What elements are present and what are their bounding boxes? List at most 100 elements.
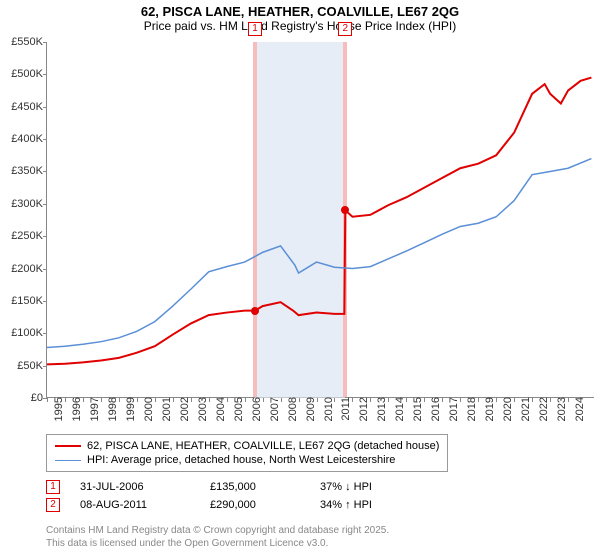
- xtick-mark: [65, 398, 66, 402]
- xtick-label: 2002: [177, 397, 191, 421]
- xtick-label: 2022: [536, 397, 550, 421]
- xtick-mark: [496, 398, 497, 402]
- marker-label-1: 1: [248, 22, 262, 36]
- xtick-mark: [388, 398, 389, 402]
- ytick-label: £400K: [11, 133, 47, 145]
- xtick-mark: [442, 398, 443, 402]
- legend-row-property: 62, PISCA LANE, HEATHER, COALVILLE, LE67…: [55, 439, 439, 453]
- xtick-mark: [137, 398, 138, 402]
- ytick-label: £500K: [11, 68, 47, 80]
- sale-delta: 37% ↓ HPI: [320, 481, 372, 493]
- sale-table: 1 31-JUL-2006 £135,000 37% ↓ HPI 2 08-AUG-201…: [46, 478, 372, 514]
- xtick-mark: [532, 398, 533, 402]
- xtick-mark: [209, 398, 210, 402]
- xtick-mark: [424, 398, 425, 402]
- xtick-mark: [370, 398, 371, 402]
- series-hpi: [47, 159, 591, 348]
- legend-label: HPI: Average price, detached house, Nort…: [87, 454, 395, 466]
- xtick-label: 2012: [356, 397, 370, 421]
- xtick-label: 2017: [446, 397, 460, 421]
- xtick-label: 2015: [410, 397, 424, 421]
- table-row: 2 08-AUG-2011 £290,000 34% ↑ HPI: [46, 496, 372, 514]
- xtick-mark: [352, 398, 353, 402]
- xtick-label: 2004: [213, 397, 227, 421]
- sale-price: £135,000: [210, 481, 300, 493]
- xtick-mark: [47, 398, 48, 402]
- xtick-label: 1996: [69, 397, 83, 421]
- xtick-label: 2011: [338, 397, 352, 421]
- xtick-mark: [263, 398, 264, 402]
- xtick-label: 2016: [428, 397, 442, 421]
- xtick-mark: [83, 398, 84, 402]
- table-marker-2: 2: [46, 498, 60, 512]
- ytick-label: £100K: [11, 327, 47, 339]
- xtick-label: 1997: [87, 397, 101, 421]
- legend-row-hpi: HPI: Average price, detached house, Nort…: [55, 453, 439, 467]
- xtick-mark: [550, 398, 551, 402]
- sale-point: [251, 307, 259, 315]
- xtick-label: 1998: [105, 397, 119, 421]
- xtick-label: 2005: [231, 397, 245, 421]
- legend-swatch: [55, 445, 81, 447]
- xtick-label: 2008: [285, 397, 299, 421]
- xtick-label: 2001: [159, 397, 173, 421]
- ytick-label: £450K: [11, 101, 47, 113]
- ytick-label: £250K: [11, 230, 47, 242]
- plot-area: 12£0£50K£100K£150K£200K£250K£300K£350K£4…: [46, 42, 594, 398]
- xtick-label: 2014: [392, 397, 406, 421]
- xtick-label: 2006: [249, 397, 263, 421]
- ytick-label: £550K: [11, 36, 47, 48]
- xtick-label: 2020: [500, 397, 514, 421]
- xtick-mark: [299, 398, 300, 402]
- sale-point: [341, 206, 349, 214]
- xtick-mark: [334, 398, 335, 402]
- legend-label: 62, PISCA LANE, HEATHER, COALVILLE, LE67…: [87, 440, 439, 452]
- xtick-mark: [191, 398, 192, 402]
- xtick-mark: [245, 398, 246, 402]
- series-property: [47, 78, 591, 365]
- chart-legend: 62, PISCA LANE, HEATHER, COALVILLE, LE67…: [46, 434, 448, 472]
- xtick-mark: [317, 398, 318, 402]
- xtick-mark: [101, 398, 102, 402]
- xtick-label: 2007: [267, 397, 281, 421]
- sale-date: 08-AUG-2011: [80, 499, 190, 511]
- xtick-mark: [173, 398, 174, 402]
- xtick-label: 2010: [321, 397, 335, 421]
- table-marker-1: 1: [46, 480, 60, 494]
- xtick-label: 2021: [518, 397, 532, 421]
- xtick-label: 2013: [374, 397, 388, 421]
- chart-title-line1: 62, PISCA LANE, HEATHER, COALVILLE, LE67…: [0, 0, 600, 19]
- xtick-label: 2023: [554, 397, 568, 421]
- xtick-mark: [460, 398, 461, 402]
- xtick-mark: [155, 398, 156, 402]
- xtick-label: 2019: [482, 397, 496, 421]
- ytick-label: £300K: [11, 198, 47, 210]
- xtick-label: 2024: [572, 397, 586, 421]
- sale-price: £290,000: [210, 499, 300, 511]
- xtick-mark: [514, 398, 515, 402]
- table-row: 1 31-JUL-2006 £135,000 37% ↓ HPI: [46, 478, 372, 496]
- chart-lines: [47, 42, 595, 398]
- xtick-mark: [406, 398, 407, 402]
- marker-label-2: 2: [338, 22, 352, 36]
- footer-line2: This data is licensed under the Open Gov…: [46, 537, 389, 550]
- xtick-label: 2009: [303, 397, 317, 421]
- ytick-label: £350K: [11, 165, 47, 177]
- xtick-mark: [227, 398, 228, 402]
- price-chart: 12£0£50K£100K£150K£200K£250K£300K£350K£4…: [46, 42, 594, 398]
- xtick-mark: [568, 398, 569, 402]
- ytick-label: £150K: [11, 295, 47, 307]
- xtick-label: 1995: [51, 397, 65, 421]
- xtick-label: 2000: [141, 397, 155, 421]
- xtick-label: 2003: [195, 397, 209, 421]
- footer-attribution: Contains HM Land Registry data © Crown c…: [46, 524, 389, 550]
- xtick-mark: [478, 398, 479, 402]
- sale-date: 31-JUL-2006: [80, 481, 190, 493]
- xtick-label: 1999: [123, 397, 137, 421]
- xtick-mark: [281, 398, 282, 402]
- sale-delta: 34% ↑ HPI: [320, 499, 372, 511]
- xtick-mark: [119, 398, 120, 402]
- footer-line1: Contains HM Land Registry data © Crown c…: [46, 524, 389, 537]
- legend-swatch: [55, 460, 81, 461]
- xtick-label: 2018: [464, 397, 478, 421]
